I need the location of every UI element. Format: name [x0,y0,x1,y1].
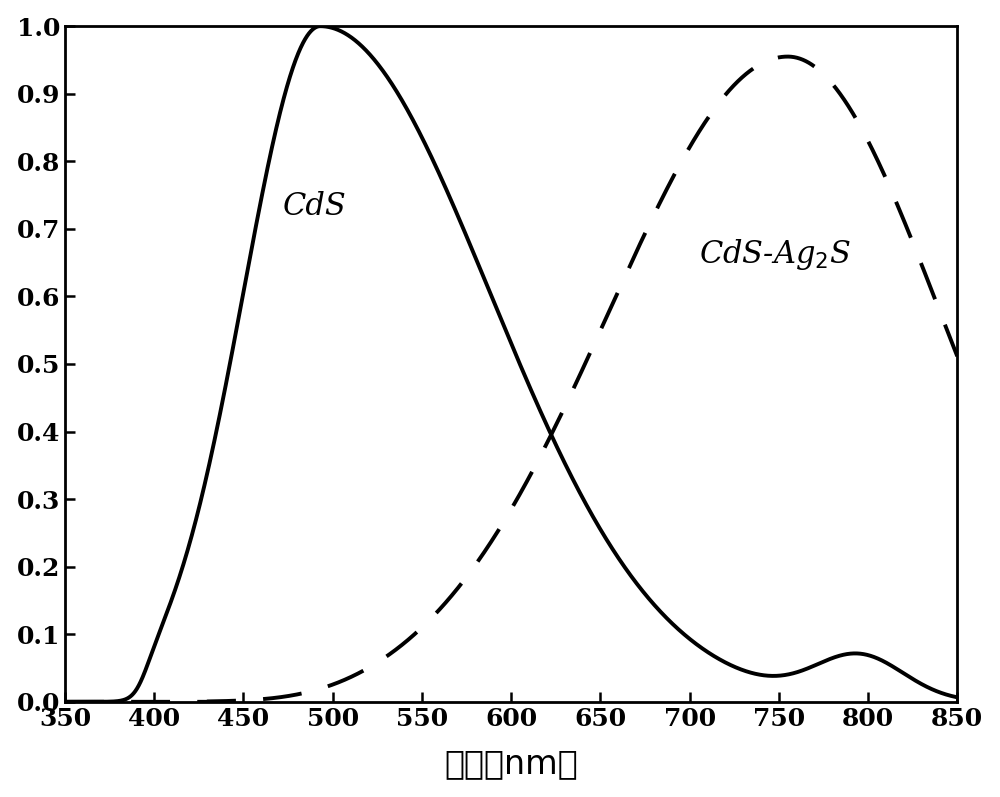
Text: CdS: CdS [283,191,347,222]
Text: CdS-Ag$_2$S: CdS-Ag$_2$S [699,237,851,272]
X-axis label: 波长（nm）: 波长（nm） [444,748,578,780]
